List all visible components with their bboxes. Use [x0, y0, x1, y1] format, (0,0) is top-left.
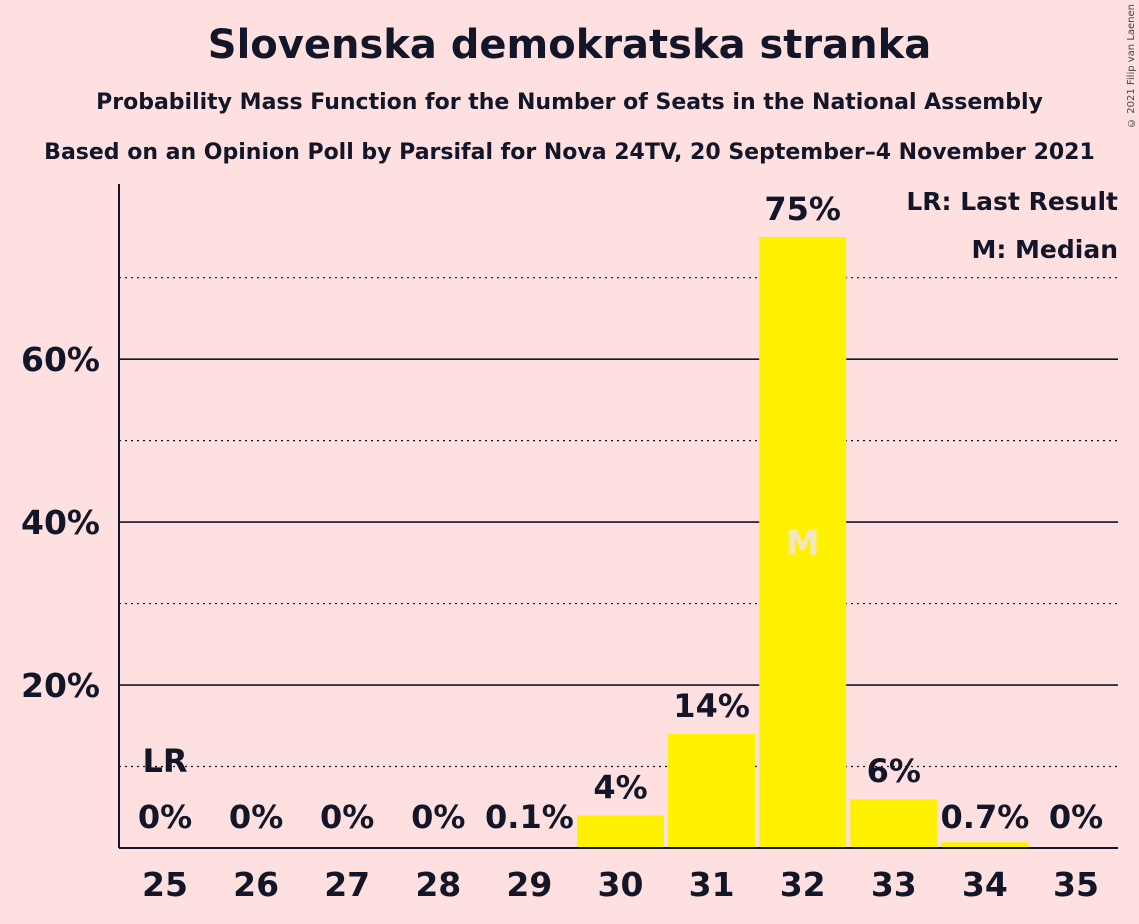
x-tick-label: 31 — [689, 865, 735, 904]
bar — [759, 236, 847, 849]
bar — [577, 815, 664, 848]
bar — [668, 733, 756, 848]
data-label: 75% — [764, 190, 841, 228]
x-tick-label: 35 — [1053, 865, 1099, 904]
chart-subtitle: Probability Mass Function for the Number… — [96, 90, 1043, 115]
x-tick-label: 30 — [598, 865, 644, 904]
y-tick-label: 60% — [21, 340, 100, 379]
data-label: 0% — [320, 798, 374, 836]
data-label: 0% — [138, 798, 192, 836]
x-tick-label: 33 — [871, 865, 917, 904]
last-result-marker: LR — [142, 742, 187, 780]
data-label: 0% — [1049, 798, 1103, 836]
data-label: 4% — [593, 768, 647, 806]
x-tick-label: 26 — [233, 865, 279, 904]
legend-entry: LR: Last Result — [906, 187, 1118, 216]
x-tick-label: 27 — [324, 865, 370, 904]
bar — [941, 842, 1029, 848]
x-tick-label: 34 — [962, 865, 1008, 904]
x-tick-label: 29 — [506, 865, 552, 904]
y-tick-label: 20% — [21, 666, 100, 705]
data-label: 14% — [673, 687, 750, 725]
data-label: 6% — [867, 752, 921, 790]
median-marker: M — [786, 523, 820, 563]
legend-entry: M: Median — [971, 235, 1118, 264]
y-tick-label: 40% — [21, 503, 100, 542]
data-label: 0% — [411, 798, 465, 836]
x-tick-label: 32 — [780, 865, 826, 904]
data-label: 0.1% — [485, 798, 574, 836]
data-label: 0% — [229, 798, 283, 836]
chart-title: Slovenska demokratska stranka — [207, 22, 932, 68]
bar — [850, 799, 938, 848]
chart-subtitle-source: Based on an Opinion Poll by Parsifal for… — [44, 140, 1095, 165]
x-tick-label: 25 — [142, 865, 188, 904]
x-tick-label: 28 — [415, 865, 461, 904]
data-label: 0.7% — [941, 798, 1030, 836]
